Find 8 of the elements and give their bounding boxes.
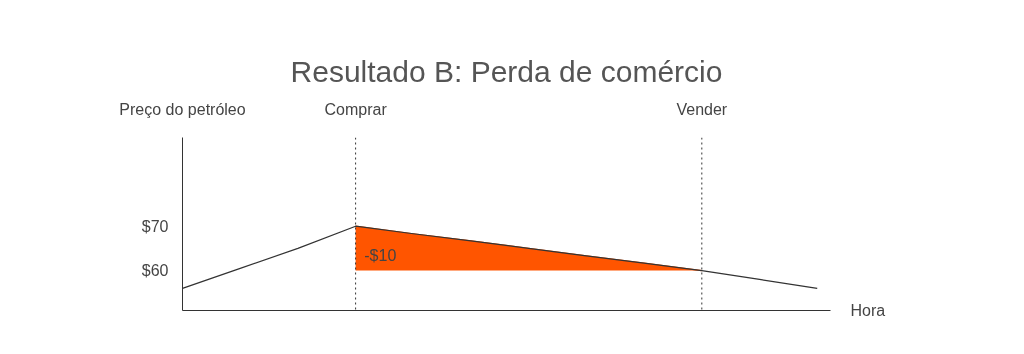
y-tick-label: $70 (141, 217, 169, 235)
chart-title: Resultado B: Perda de comércio (290, 54, 723, 88)
text: Vender (676, 100, 728, 118)
x-axis-title: Hora (850, 302, 886, 319)
text: Comprar (324, 100, 388, 118)
y-axis-title: Preço do petróleo (119, 100, 246, 118)
annotation: -$10 (364, 246, 397, 264)
y-tick-label: $60 (141, 262, 169, 280)
